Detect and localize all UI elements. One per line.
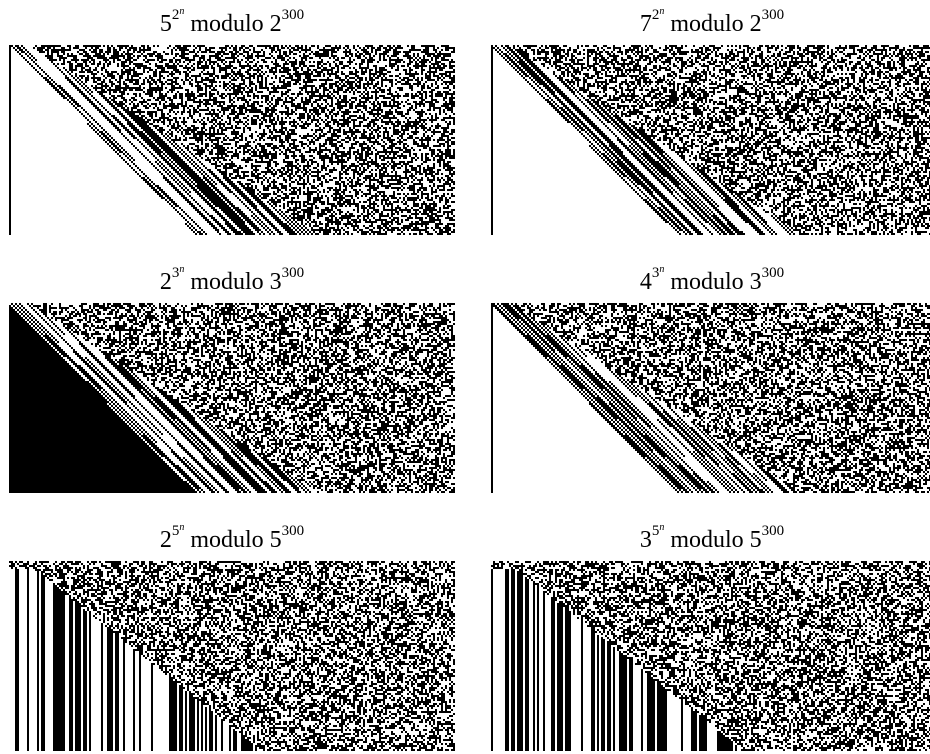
title-mod-exp: 300 — [281, 265, 305, 281]
title-exp-var: n — [659, 6, 665, 17]
digit-pattern-4-pow-3n-mod-3-300 — [491, 303, 930, 493]
digit-pattern-2-pow-3n-mod-3-300 — [9, 303, 455, 493]
title-mod-exp: 300 — [281, 7, 305, 23]
title-mod-base: 2 — [269, 11, 282, 37]
title-base: 3 — [639, 527, 652, 553]
panel-title-2-pow-5n: 25n modulo 5300 — [12, 523, 452, 553]
title-mod-base: 2 — [749, 11, 762, 37]
title-mod-base: 3 — [269, 269, 282, 295]
title-mod-base: 3 — [749, 269, 762, 295]
panel-title-2-pow-3n: 23n modulo 3300 — [12, 265, 452, 295]
title-base: 2 — [159, 527, 172, 553]
title-mod-exp: 300 — [761, 265, 785, 281]
title-mod-word: modulo — [670, 11, 744, 37]
title-mod-word: modulo — [670, 527, 744, 553]
title-mod-word: modulo — [670, 269, 744, 295]
title-base: 2 — [159, 269, 172, 295]
title-exp-var: n — [179, 522, 185, 533]
title-exp-var: n — [179, 264, 185, 275]
panel-title-7-pow-2n: 72n modulo 2300 — [492, 7, 930, 37]
bit-pattern-7-pow-2n-mod-2-300 — [491, 45, 930, 235]
panel-title-3-pow-5n: 35n modulo 5300 — [492, 523, 930, 553]
title-exp-var: n — [179, 6, 185, 17]
title-mod-word: modulo — [190, 11, 264, 37]
bit-pattern-5-pow-2n-mod-2-300 — [9, 45, 455, 235]
title-exp-base: 2 — [171, 7, 180, 23]
digit-pattern-3-pow-5n-mod-5-300 — [491, 561, 930, 751]
title-mod-exp: 300 — [761, 7, 785, 23]
panel-title-5-pow-2n: 52n modulo 2300 — [12, 7, 452, 37]
title-base: 5 — [159, 11, 172, 37]
title-exp-base: 5 — [171, 523, 180, 539]
title-exp-base: 3 — [171, 265, 180, 281]
title-mod-base: 5 — [749, 527, 762, 553]
title-mod-word: modulo — [190, 269, 264, 295]
title-base: 4 — [639, 269, 652, 295]
title-mod-exp: 300 — [281, 523, 305, 539]
title-exp-base: 3 — [651, 265, 660, 281]
title-mod-word: modulo — [190, 527, 264, 553]
panel-title-4-pow-3n: 43n modulo 3300 — [492, 265, 930, 295]
title-exp-base: 5 — [651, 523, 660, 539]
digit-pattern-2-pow-5n-mod-5-300 — [9, 561, 455, 751]
title-mod-exp: 300 — [761, 523, 785, 539]
title-exp-var: n — [659, 522, 665, 533]
title-exp-base: 2 — [651, 7, 660, 23]
title-exp-var: n — [659, 264, 665, 275]
title-base: 7 — [639, 11, 652, 37]
title-mod-base: 5 — [269, 527, 282, 553]
